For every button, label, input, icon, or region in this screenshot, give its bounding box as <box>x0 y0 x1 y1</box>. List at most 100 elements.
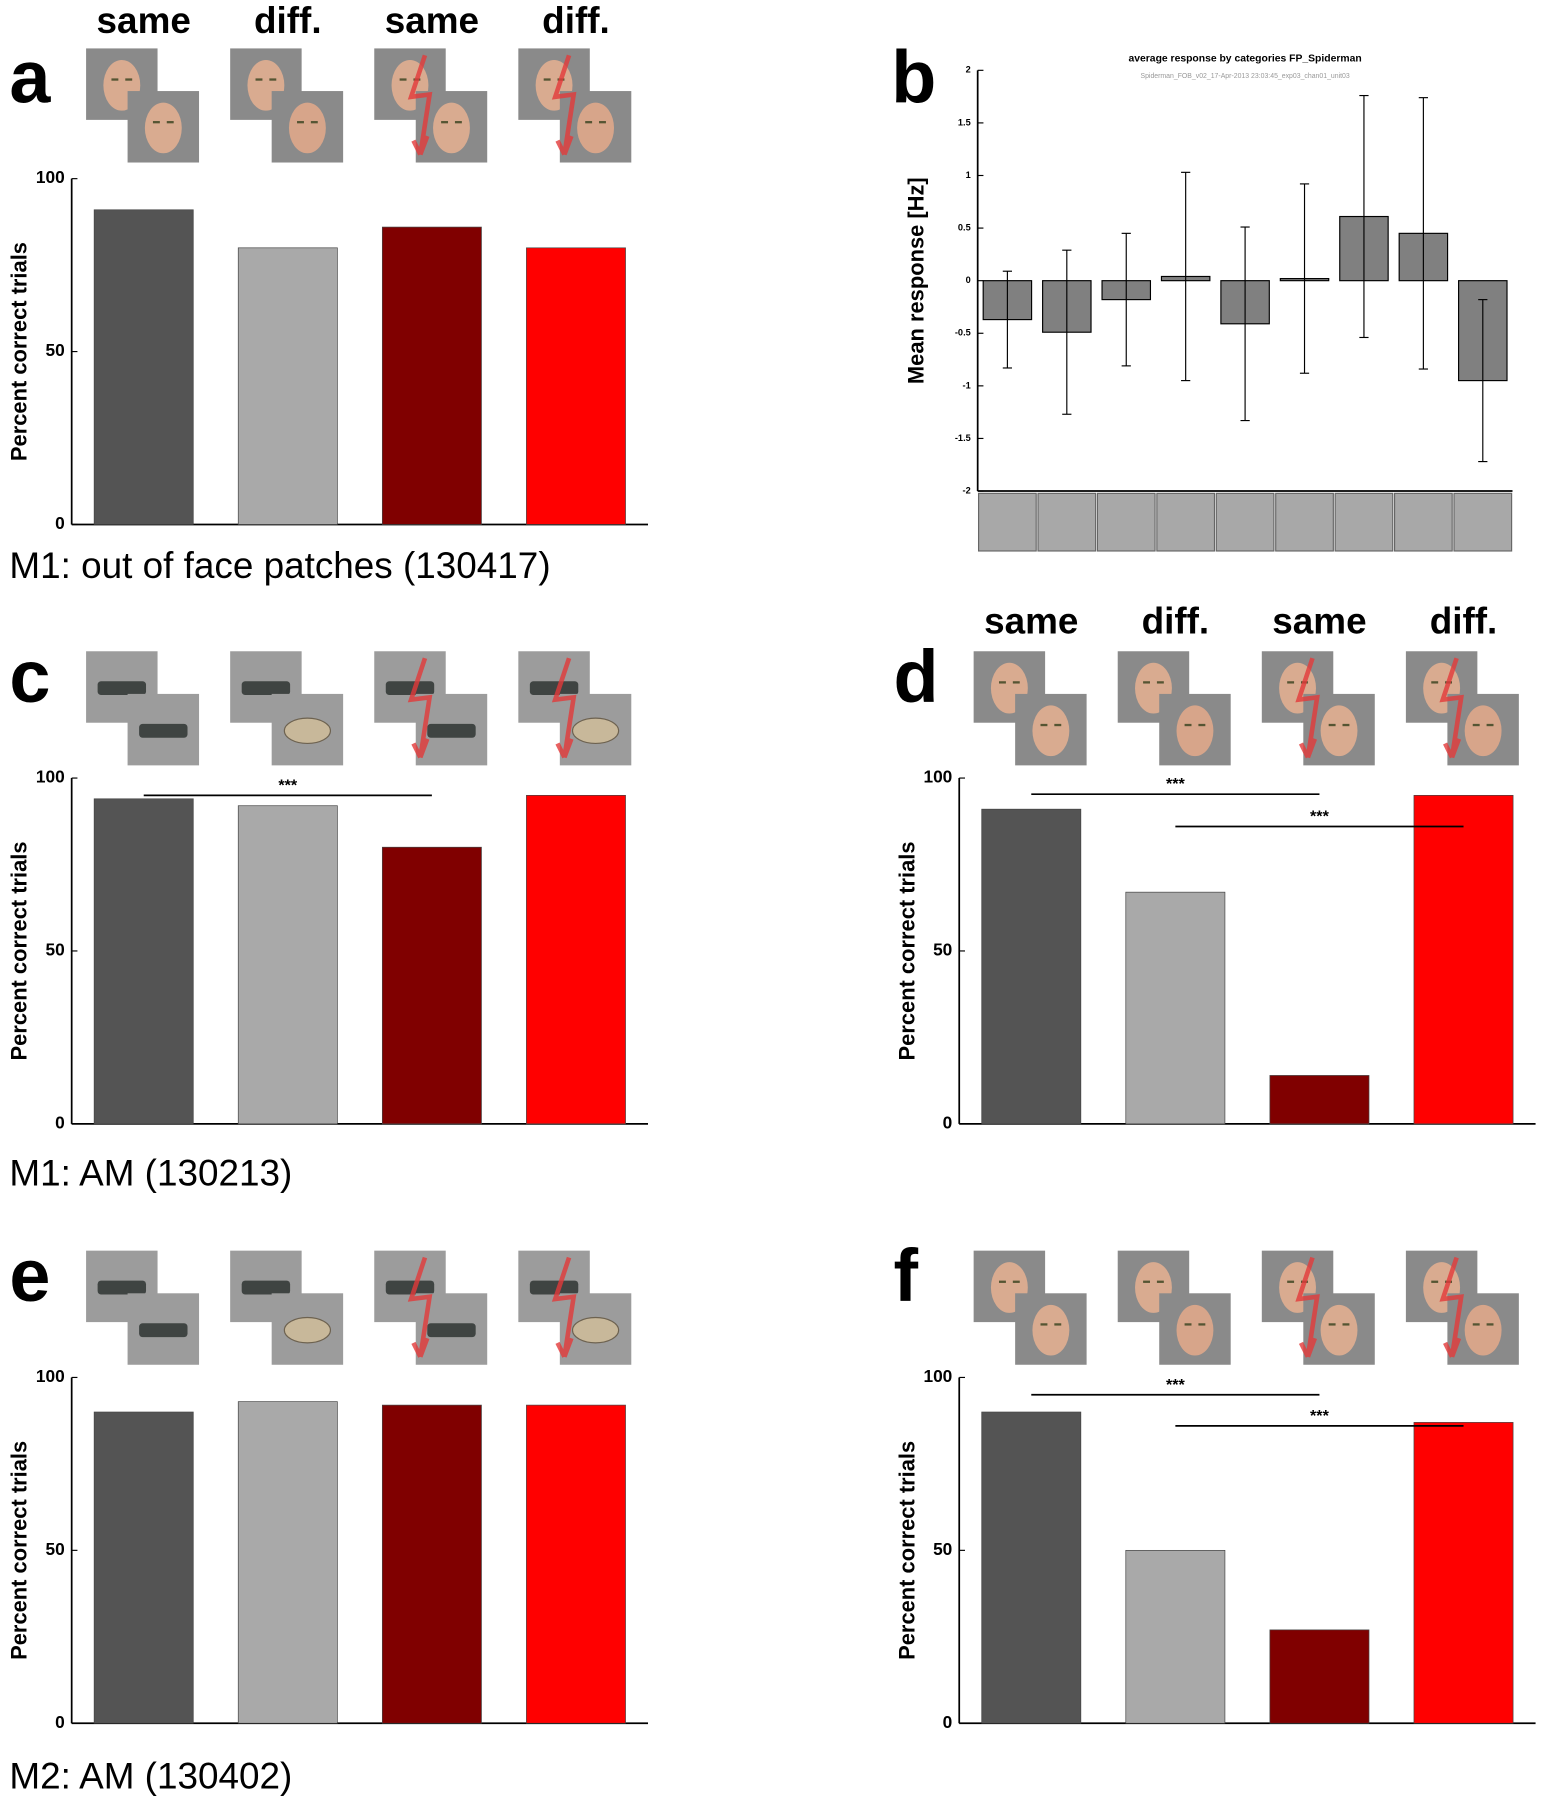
error-bar <box>1240 226 1250 422</box>
stimulus-thumbnail <box>1096 492 1156 552</box>
category-label: diff. <box>542 0 610 41</box>
stimulus-image <box>86 651 200 766</box>
error-bar <box>1121 232 1131 367</box>
y-tick-label: -0.5 <box>955 328 971 338</box>
stimulus-thumbnail <box>977 492 1037 552</box>
face <box>577 102 615 154</box>
bowl <box>571 1316 620 1344</box>
face <box>1320 705 1358 757</box>
y-tick-label: 100 <box>36 167 65 187</box>
bar <box>1269 1629 1370 1724</box>
face <box>1176 705 1214 757</box>
bar <box>381 846 482 1125</box>
significance-label: *** <box>1166 1376 1186 1394</box>
object <box>97 1280 147 1295</box>
bar <box>237 1401 338 1724</box>
y-axis-label: Percent correct trials <box>894 841 919 1060</box>
panel-letter: c <box>9 635 50 718</box>
y-tick-label: 100 <box>36 1366 65 1386</box>
bar <box>1125 891 1226 1125</box>
object <box>97 681 147 696</box>
object <box>385 681 435 696</box>
lightning <box>407 1256 433 1358</box>
lightning <box>1439 1256 1464 1358</box>
object <box>427 1323 476 1338</box>
bar <box>526 794 626 1125</box>
lightning <box>1295 657 1320 759</box>
error-bar <box>1299 183 1310 374</box>
chart-title: average response by categories FP_Spider… <box>1129 54 1362 65</box>
bar <box>93 798 194 1125</box>
stimulus-image <box>1405 651 1519 766</box>
bowl <box>571 717 620 745</box>
error-bar <box>1359 94 1369 339</box>
category-label: same <box>385 0 479 41</box>
error-bar <box>1002 270 1012 369</box>
y-tick-label: 0 <box>55 513 65 533</box>
object <box>139 1323 188 1338</box>
y-tick-label: 2 <box>966 65 971 75</box>
object <box>385 1280 435 1295</box>
error-bar <box>1062 249 1072 415</box>
bar <box>981 808 1082 1125</box>
error-bar <box>1478 299 1488 463</box>
y-tick-label: 50 <box>933 940 952 960</box>
category-label: same <box>984 600 1078 641</box>
lightning <box>407 657 433 759</box>
stimulus-image <box>86 48 200 163</box>
face <box>288 102 326 154</box>
caption: M2: AM (130402) <box>9 1755 292 1796</box>
y-tick-label: 0 <box>966 275 971 285</box>
significance-label: *** <box>278 776 298 794</box>
stimulus-image <box>1261 1250 1375 1365</box>
panel-letter: f <box>894 1234 919 1317</box>
stimulus-thumbnail <box>1215 492 1275 552</box>
bar <box>381 1404 482 1724</box>
stimulus-image <box>86 1250 200 1365</box>
stimulus-image <box>1117 1250 1231 1365</box>
lightning <box>551 657 577 759</box>
face <box>1032 1304 1070 1356</box>
stimulus-thumbnail <box>1156 492 1216 552</box>
category-label: diff. <box>254 0 322 41</box>
bar <box>237 805 338 1125</box>
bar <box>526 247 626 525</box>
panel-letter: d <box>894 635 939 718</box>
stimulus-thumbnail <box>1334 492 1394 552</box>
y-tick-label: 100 <box>36 767 65 787</box>
stimulus-thumbnail <box>1037 492 1097 552</box>
object <box>241 681 291 696</box>
object <box>529 1280 579 1295</box>
caption: M1: out of face patches (130417) <box>9 545 550 586</box>
y-axis-label: Percent correct trials <box>7 242 32 461</box>
y-tick-label: 0 <box>943 1712 953 1732</box>
bar <box>1269 1075 1370 1125</box>
bowl <box>283 1316 332 1344</box>
stimulus-image <box>518 1250 632 1365</box>
y-tick-label: 0.5 <box>958 223 971 233</box>
stimulus-thumbnail <box>1453 492 1513 552</box>
face <box>144 102 182 154</box>
chart-subtitle: Spiderman_FOB_v02_17-Apr-2013 23:03:45_e… <box>1140 73 1349 80</box>
lightning <box>1295 1256 1320 1358</box>
significance-label: *** <box>1310 808 1330 826</box>
category-label: diff. <box>1430 600 1498 641</box>
y-tick-label: -2 <box>963 485 971 495</box>
face <box>1320 1304 1358 1356</box>
stimulus-image <box>518 48 632 163</box>
bar <box>526 1404 626 1724</box>
error-bar <box>1418 97 1428 370</box>
bar <box>237 247 338 525</box>
y-tick-label: -1 <box>963 380 971 390</box>
significance-label: *** <box>1310 1407 1330 1425</box>
caption: M1: AM (130213) <box>9 1152 292 1193</box>
stimulus-image <box>518 651 632 766</box>
y-axis-label: Mean response [Hz] <box>904 177 929 384</box>
y-axis-label: Percent correct trials <box>7 1441 32 1660</box>
object <box>529 681 579 696</box>
face <box>1176 1304 1214 1356</box>
lightning <box>551 54 577 156</box>
y-tick-label: 50 <box>46 340 65 360</box>
object <box>139 723 188 738</box>
